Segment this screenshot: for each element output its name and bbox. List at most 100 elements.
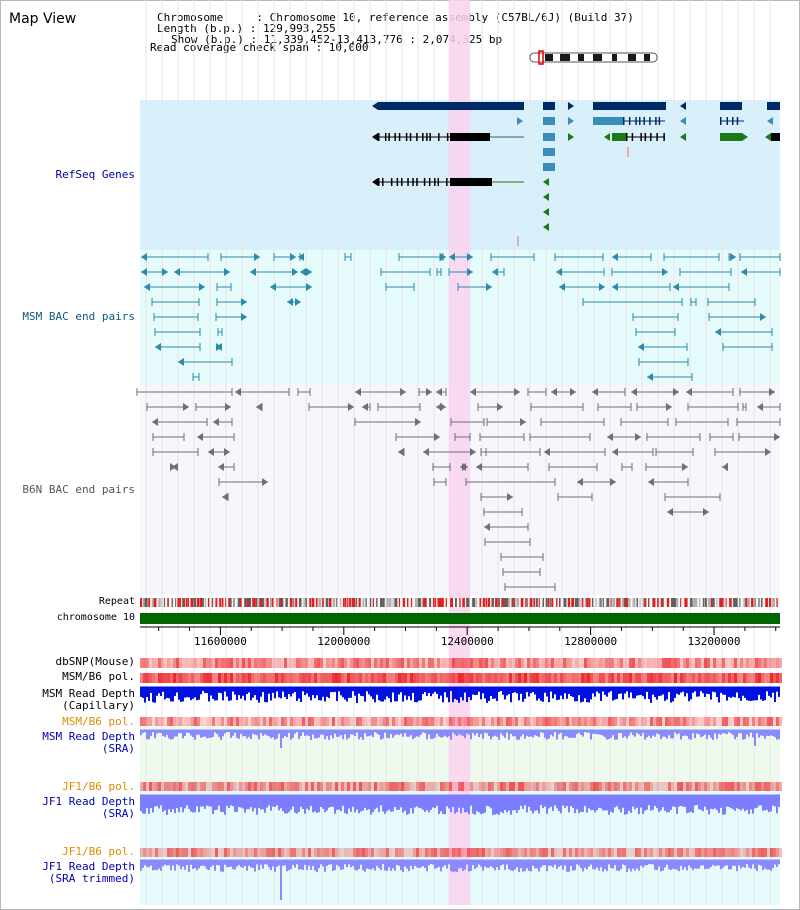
- depth-bar: [694, 730, 696, 739]
- msm-depth-capillary-bars: [140, 686, 780, 703]
- heat-cell: [410, 717, 413, 726]
- depth-bar: [196, 860, 198, 871]
- depth-bar: [248, 860, 250, 866]
- depth-bar: [386, 687, 388, 697]
- depth-bar: [412, 795, 414, 814]
- depth-bar: [286, 687, 288, 700]
- bac-end: [222, 493, 228, 501]
- depth-bar: [628, 795, 630, 811]
- depth-bar: [536, 687, 538, 701]
- heat-cell: [728, 673, 731, 683]
- heat-cell: [227, 848, 230, 857]
- heat-cell: [356, 782, 359, 791]
- heat-cell: [371, 673, 374, 683]
- depth-bar: [602, 860, 604, 872]
- gene-exon: [631, 133, 634, 141]
- heat-cell: [659, 782, 662, 791]
- heat-cell: [665, 717, 668, 726]
- heat-cell: [494, 673, 497, 683]
- depth-bar: [410, 860, 412, 866]
- heat-cell: [158, 782, 161, 791]
- depth-bar: [440, 730, 442, 738]
- depth-bar: [672, 795, 674, 807]
- bac-end: [520, 418, 526, 426]
- depth-bar: [534, 860, 536, 869]
- repeat-mark: [261, 598, 264, 607]
- depth-bar: [290, 687, 292, 697]
- depth-bar: [344, 687, 346, 700]
- depth-bar: [266, 860, 268, 865]
- depth-bar: [226, 730, 228, 733]
- track-label-refseq[interactable]: RefSeq Genes: [55, 168, 135, 181]
- depth-bar: [292, 860, 294, 865]
- heat-cell: [239, 848, 242, 857]
- heat-cell: [191, 782, 194, 791]
- depth-bar: [274, 860, 276, 872]
- depth-bar: [272, 687, 274, 693]
- heat-cell: [395, 658, 398, 668]
- ideogram-position-marker: [538, 50, 544, 65]
- depth-bar: [188, 730, 190, 734]
- depth-bar: [252, 860, 254, 868]
- track-label-b6n-bac[interactable]: B6N BAC end pairs: [22, 483, 135, 496]
- heat-cell: [647, 717, 650, 726]
- heat-cell: [653, 717, 656, 726]
- depth-bar: [140, 687, 142, 697]
- depth-bar: [184, 795, 186, 809]
- heat-cell: [470, 673, 473, 683]
- heat-cell: [566, 717, 569, 726]
- track-label-msm-bac[interactable]: MSM BAC end pairs: [22, 310, 135, 323]
- depth-bar: [630, 687, 632, 693]
- depth-bar: [612, 687, 614, 701]
- depth-bar: [298, 795, 300, 812]
- heat-cell: [509, 673, 512, 683]
- depth-bar: [552, 687, 554, 699]
- heat-cell: [665, 658, 668, 668]
- depth-bar: [612, 860, 614, 869]
- depth-bar: [656, 687, 658, 700]
- heat-cell: [362, 673, 365, 683]
- depth-bar: [370, 730, 372, 736]
- heat-cell: [311, 717, 314, 726]
- depth-bar: [314, 730, 316, 739]
- heat-cell: [548, 848, 551, 857]
- depth-bar: [262, 795, 264, 810]
- heat-cell: [488, 673, 491, 683]
- heat-cell: [308, 848, 311, 857]
- depth-bar: [520, 860, 522, 869]
- heat-cell: [482, 717, 485, 726]
- gene-exon: [726, 117, 729, 125]
- heat-cell: [752, 658, 755, 668]
- depth-bar: [234, 795, 236, 812]
- depth-bar: [582, 687, 584, 702]
- depth-bar: [342, 795, 344, 806]
- heat-cell: [359, 782, 362, 791]
- heat-cell: [635, 717, 638, 726]
- depth-bar: [158, 730, 160, 733]
- heat-cell: [596, 848, 599, 857]
- repeat-mark: [239, 598, 242, 607]
- depth-bar: [298, 730, 300, 740]
- depth-bar: [686, 730, 688, 737]
- heat-cell: [455, 848, 458, 857]
- repeat-mark: [773, 598, 775, 607]
- heat-cell: [371, 717, 374, 726]
- heat-cell: [446, 658, 449, 668]
- depth-bar: [402, 730, 404, 737]
- heat-cell: [668, 782, 671, 791]
- heat-cell: [347, 782, 350, 791]
- bac-end: [638, 343, 644, 351]
- depth-bar: [514, 860, 516, 870]
- bac-end: [612, 448, 618, 456]
- depth-bar: [708, 795, 710, 815]
- heat-cell: [767, 848, 770, 857]
- bac-end: [492, 268, 498, 276]
- depth-bar: [538, 860, 540, 872]
- heat-cell: [323, 673, 326, 683]
- heat-cell: [359, 673, 362, 683]
- heat-cell: [386, 848, 389, 857]
- heat-cell: [776, 673, 779, 683]
- chromosome-bar: [140, 613, 780, 624]
- depth-bar: [288, 687, 290, 695]
